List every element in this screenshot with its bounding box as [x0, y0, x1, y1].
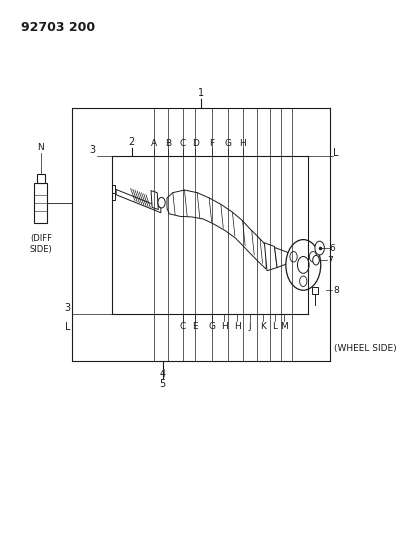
Text: 8: 8 — [333, 286, 339, 295]
Text: 2: 2 — [128, 137, 135, 147]
Text: J: J — [248, 322, 251, 331]
Polygon shape — [167, 190, 266, 269]
Text: G: G — [225, 139, 231, 148]
Text: 7: 7 — [328, 256, 333, 265]
Circle shape — [286, 240, 321, 290]
Text: 3: 3 — [64, 303, 70, 313]
Text: L: L — [65, 322, 70, 332]
Text: H: H — [239, 139, 246, 148]
Polygon shape — [151, 191, 158, 209]
Text: H: H — [221, 322, 228, 331]
Text: (WHEEL SIDE): (WHEEL SIDE) — [334, 344, 397, 353]
Text: C: C — [179, 139, 186, 148]
Text: 5: 5 — [160, 379, 166, 390]
Circle shape — [313, 255, 319, 265]
Text: F: F — [209, 139, 214, 148]
Bar — [112, 185, 116, 192]
Circle shape — [309, 252, 317, 262]
Text: H: H — [234, 322, 240, 331]
Bar — [37, 174, 44, 183]
Bar — [312, 287, 318, 294]
Text: G: G — [208, 322, 215, 331]
Text: C: C — [179, 322, 186, 331]
Polygon shape — [264, 243, 277, 271]
Circle shape — [158, 197, 165, 208]
Text: E: E — [193, 322, 198, 331]
Text: D: D — [192, 139, 199, 148]
Text: 1: 1 — [198, 88, 204, 98]
Circle shape — [297, 256, 309, 273]
Circle shape — [300, 276, 307, 287]
Text: 3: 3 — [89, 144, 95, 155]
Text: (DIFF
SIDE): (DIFF SIDE) — [29, 234, 52, 254]
Circle shape — [290, 252, 297, 262]
Circle shape — [315, 241, 324, 255]
Text: M: M — [280, 322, 288, 331]
Text: N: N — [38, 143, 44, 152]
Text: A: A — [151, 139, 157, 148]
Bar — [34, 183, 48, 223]
Polygon shape — [275, 247, 293, 268]
Text: 92703 200: 92703 200 — [21, 21, 95, 34]
Text: K: K — [260, 322, 265, 331]
Text: 4: 4 — [160, 369, 166, 379]
Text: B: B — [165, 139, 171, 148]
Text: L: L — [333, 148, 339, 158]
Text: 6: 6 — [330, 244, 336, 253]
Polygon shape — [116, 190, 161, 213]
Bar — [112, 192, 116, 200]
Text: L: L — [272, 322, 277, 331]
